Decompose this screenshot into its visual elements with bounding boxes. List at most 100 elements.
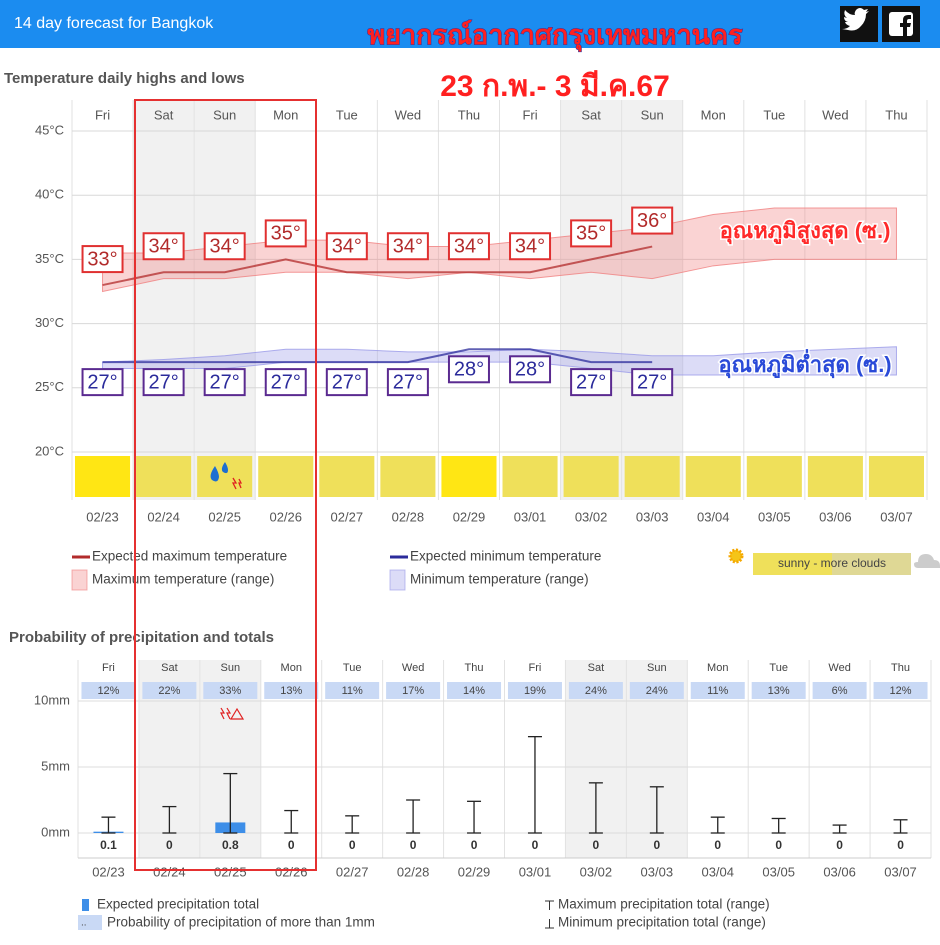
y-tick-label: 5mm	[41, 758, 70, 773]
date-label: 03/04	[697, 509, 730, 524]
overlay-title: พยากรณ์อากาศกรุงเทพมหานคร	[367, 19, 743, 52]
label-box	[264, 368, 307, 397]
date-label: 02/29	[458, 864, 491, 879]
label-box	[203, 232, 246, 261]
weather-box	[807, 456, 863, 497]
storm-icon	[220, 707, 245, 720]
legend-swatch	[71, 569, 88, 591]
y-tick-label: 25°C	[35, 379, 64, 394]
date-label: 02/27	[331, 509, 364, 524]
date-label: 03/04	[701, 864, 734, 879]
label-box	[81, 368, 124, 397]
value-label: 27°	[576, 371, 606, 393]
weekday-label: Sat	[588, 662, 605, 674]
probability-box	[568, 682, 623, 699]
facebook-button[interactable]	[882, 6, 920, 42]
date-label: 03/03	[636, 509, 669, 524]
probability-label: 6%	[832, 685, 848, 697]
date-label: 02/26	[269, 509, 302, 524]
probability-box	[690, 682, 745, 699]
weather-box	[746, 456, 802, 497]
probability-box	[81, 682, 136, 699]
weekend-shade	[194, 100, 256, 500]
y-tick-label: 35°C	[35, 251, 64, 266]
weather-box	[502, 456, 558, 497]
label-box	[386, 368, 429, 397]
probability-label: 22%	[158, 685, 180, 697]
weekday-label: Sat	[581, 107, 601, 122]
weekday-label: Fri	[102, 662, 115, 674]
weekday-label: Sun	[641, 107, 664, 122]
probability-label: 19%	[524, 685, 546, 697]
line	[102, 348, 653, 364]
overlay-subtitle: 23 ก.พ.- 3 มี.ค.67	[440, 70, 670, 103]
storm-icon	[231, 477, 243, 490]
value-label: 34°	[148, 236, 178, 258]
weekday-label: Thu	[458, 107, 480, 122]
weather-box	[868, 456, 924, 497]
label-box	[325, 232, 368, 261]
legend-label: Minimum temperature (range)	[410, 572, 589, 587]
twitter-button[interactable]	[840, 6, 878, 42]
weekday-label: Mon	[707, 662, 728, 674]
value-label: 34°	[210, 236, 240, 258]
value-label: 0	[532, 838, 539, 852]
weather-box	[563, 456, 619, 497]
weekday-label: Wed	[402, 662, 424, 674]
probability-label: 12%	[890, 685, 912, 697]
weekday-label: Mon	[701, 107, 726, 122]
weather-box	[441, 456, 497, 497]
legend-label: Maximum temperature (range)	[92, 572, 274, 587]
probability-label: 11%	[707, 685, 728, 697]
date-label: 02/24	[147, 509, 180, 524]
date-label: 03/05	[758, 509, 791, 524]
value-label: 28°	[454, 359, 484, 381]
date-label: 03/03	[641, 864, 674, 879]
weekday-label: Thu	[891, 662, 910, 674]
probability-label: 24%	[646, 685, 668, 697]
label-box	[386, 232, 429, 261]
weather-legend-label: sunny - more clouds	[778, 556, 886, 570]
probability-label: 13%	[768, 685, 790, 697]
date-label: 02/25	[214, 864, 247, 879]
date-label: 02/23	[86, 509, 119, 524]
weekday-label: Wed	[828, 662, 850, 674]
weekday-label: Tue	[763, 107, 785, 122]
value-label: 35°	[576, 223, 606, 245]
label-box	[447, 355, 490, 384]
weekday-label: Thu	[465, 662, 484, 674]
probability-box	[629, 682, 684, 699]
weekday-label: Sat	[154, 107, 174, 122]
probability-box	[142, 682, 197, 699]
date-label: 02/29	[453, 509, 486, 524]
legend-label: Expected maximum temperature	[92, 549, 287, 564]
value-label: 0	[836, 838, 843, 852]
date-label: 03/01	[519, 864, 552, 879]
weekday-label: Thu	[885, 107, 907, 122]
weekday-label: Tue	[769, 662, 788, 674]
legend-swatch	[82, 899, 89, 911]
probability-label: 17%	[402, 685, 424, 697]
date-label: 02/23	[92, 864, 125, 879]
weekday-label: Fri	[522, 107, 537, 122]
value-label: 27°	[148, 371, 178, 393]
date-label: 02/25	[208, 509, 241, 524]
value-label: 27°	[393, 371, 423, 393]
date-label: 03/01	[514, 509, 547, 524]
weather-box	[624, 456, 680, 497]
legend-swatch	[545, 900, 554, 910]
value-label: 0	[897, 838, 904, 852]
label-box	[631, 206, 674, 235]
value-label: 27°	[332, 371, 362, 393]
value-label: 0	[166, 838, 173, 852]
value-label: 0	[775, 838, 782, 852]
legend-swatch	[78, 915, 102, 930]
chart-title: Temperature daily highs and lows	[4, 70, 245, 87]
label-box	[570, 368, 613, 397]
weather-box	[258, 456, 314, 497]
value-label: 36°	[637, 210, 667, 232]
value-label: 27°	[87, 371, 117, 393]
date-label: 03/07	[880, 509, 913, 524]
weather-box	[136, 456, 192, 497]
value-label: 0	[593, 838, 600, 852]
